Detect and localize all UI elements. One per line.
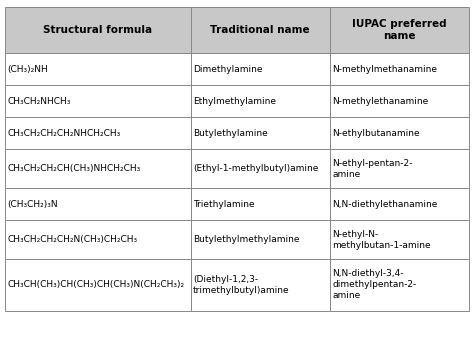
Text: CH₃CH₂CH₂CH(CH₃)NHCH₂CH₃: CH₃CH₂CH₂CH(CH₃)NHCH₂CH₃ <box>7 164 140 173</box>
Text: Butylethylmethylamine: Butylethylmethylamine <box>193 235 300 244</box>
Bar <box>5 53 191 85</box>
Text: IUPAC preferred
name: IUPAC preferred name <box>352 19 447 42</box>
Bar <box>191 259 330 311</box>
Bar <box>5 259 191 311</box>
Bar <box>5 85 191 117</box>
Bar <box>330 53 469 85</box>
Text: Dimethylamine: Dimethylamine <box>193 65 263 74</box>
Text: CH₃CH₂CH₂CH₂NHCH₂CH₃: CH₃CH₂CH₂CH₂NHCH₂CH₃ <box>7 129 120 138</box>
Text: CH₃CH(CH₃)CH(CH₃)CH(CH₃)N(CH₂CH₃)₂: CH₃CH(CH₃)CH(CH₃)CH(CH₃)N(CH₂CH₃)₂ <box>7 280 184 289</box>
Text: Triethylamine: Triethylamine <box>193 200 255 209</box>
Bar <box>5 188 191 220</box>
Text: N,N-diethyl-3,4-
dimethylpentan-2-
amine: N,N-diethyl-3,4- dimethylpentan-2- amine <box>332 269 417 300</box>
Text: CH₃CH₂CH₂CH₂N(CH₃)CH₂CH₃: CH₃CH₂CH₂CH₂N(CH₃)CH₂CH₃ <box>7 235 137 244</box>
Text: N-methylmethanamine: N-methylmethanamine <box>332 65 438 74</box>
Bar <box>330 220 469 259</box>
Bar <box>191 7 330 53</box>
Text: N-ethyl-N-
methylbutan-1-amine: N-ethyl-N- methylbutan-1-amine <box>332 230 431 250</box>
Text: (CH₃CH₂)₃N: (CH₃CH₂)₃N <box>7 200 58 209</box>
Bar <box>5 117 191 149</box>
Bar <box>330 7 469 53</box>
Text: Traditional name: Traditional name <box>210 25 310 35</box>
Bar <box>330 259 469 311</box>
Text: (CH₃)₂NH: (CH₃)₂NH <box>7 65 48 74</box>
Bar <box>191 220 330 259</box>
Bar <box>5 7 191 53</box>
Text: Butylethylamine: Butylethylamine <box>193 129 268 138</box>
Text: N-ethylbutanamine: N-ethylbutanamine <box>332 129 420 138</box>
Text: Ethylmethylamine: Ethylmethylamine <box>193 97 276 106</box>
Bar <box>330 149 469 188</box>
Bar <box>5 220 191 259</box>
Text: Structural formula: Structural formula <box>43 25 152 35</box>
Text: CH₃CH₂NHCH₃: CH₃CH₂NHCH₃ <box>7 97 71 106</box>
Text: (Diethyl-1,2,3-
trimethylbutyl)amine: (Diethyl-1,2,3- trimethylbutyl)amine <box>193 275 290 295</box>
Text: N,N-diethylethanamine: N,N-diethylethanamine <box>332 200 438 209</box>
Text: N-ethyl-pentan-2-
amine: N-ethyl-pentan-2- amine <box>332 159 413 179</box>
Bar <box>191 149 330 188</box>
Bar <box>191 188 330 220</box>
Bar <box>330 85 469 117</box>
Bar <box>191 117 330 149</box>
Text: (Ethyl-1-methylbutyl)amine: (Ethyl-1-methylbutyl)amine <box>193 164 319 173</box>
Bar <box>5 149 191 188</box>
Bar <box>330 117 469 149</box>
Bar <box>191 53 330 85</box>
Text: N-methylethanamine: N-methylethanamine <box>332 97 428 106</box>
Bar <box>330 188 469 220</box>
Bar <box>191 85 330 117</box>
